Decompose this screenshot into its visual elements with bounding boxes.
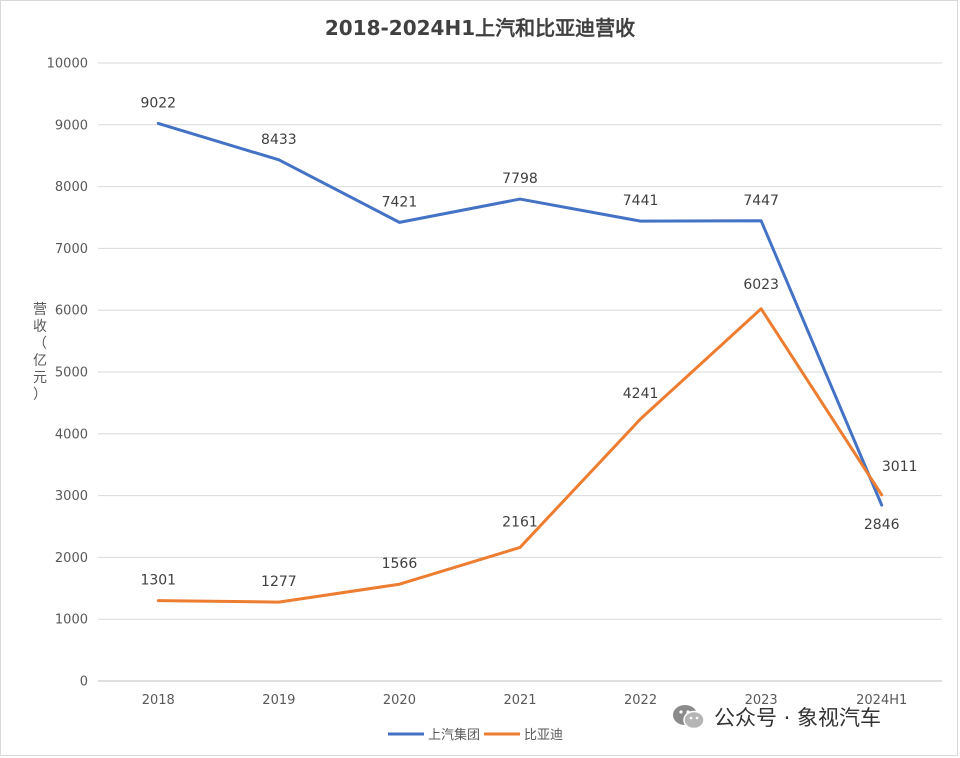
legend: 上汽集团 比亚迪 (388, 727, 563, 743)
watermark: 公众号 · 象视汽车 (672, 702, 881, 732)
x-tick-label: 2018 (142, 693, 175, 708)
data-label: 3011 (882, 459, 918, 475)
y-tick-label: 1000 (55, 613, 88, 628)
data-label: 7798 (502, 171, 538, 187)
data-label: 7421 (382, 194, 418, 210)
legend-label: 上汽集团 (428, 727, 480, 743)
data-label: 4241 (623, 386, 659, 402)
y-tick-label: 3000 (55, 489, 88, 504)
x-tick-label: 2021 (503, 693, 536, 708)
y-axis-label: 营收（亿元） (33, 302, 47, 403)
data-label: 9022 (140, 95, 176, 111)
series-line (156, 307, 884, 604)
y-axis-label-char: 亿 (33, 353, 47, 369)
x-tick-label: 2023 (745, 693, 778, 708)
series-line (156, 121, 884, 507)
data-label: 1301 (140, 573, 176, 589)
data-label: 1566 (382, 556, 418, 572)
data-label: 7441 (623, 193, 659, 209)
data-label: 2846 (864, 517, 900, 533)
data-label: 6023 (743, 277, 779, 293)
chart-title: 2018-2024H1上汽和比亚迪营收 (324, 16, 636, 40)
y-tick-label: 0 (80, 675, 88, 690)
x-tick-label: 2020 (383, 693, 416, 708)
y-tick-label: 8000 (55, 180, 88, 195)
y-axis-label-char: 营 (33, 302, 47, 318)
x-tick-label: 2022 (624, 693, 657, 708)
x-tick-label: 2024H1 (856, 693, 907, 708)
wechat-icon (673, 705, 705, 730)
y-axis-label-char: （ (33, 336, 47, 352)
data-label: 7447 (743, 193, 779, 209)
x-axis-ticks: 2018 2019 2020 2021 2022 2023 2024H1 (142, 693, 908, 708)
y-axis-label-char: 收 (33, 319, 47, 335)
data-label: 1277 (261, 574, 297, 590)
data-label: 2161 (502, 514, 538, 530)
x-tick-label: 2019 (262, 693, 295, 708)
data-label: 8433 (261, 132, 297, 148)
data-labels: 9022 8433 7421 7798 7441 7447 2846 1301 1277 1566… (140, 95, 917, 590)
y-tick-label: 5000 (55, 366, 88, 381)
y-axis-label-char: ） (33, 387, 47, 403)
gridlines (98, 62, 942, 682)
y-tick-label: 2000 (55, 551, 88, 566)
y-tick-label: 9000 (55, 118, 88, 133)
y-axis-ticks: 0 1000 2000 3000 4000 5000 6000 7000 8000 9000 100… (47, 57, 88, 690)
y-tick-label: 6000 (55, 304, 88, 319)
y-tick-label: 7000 (55, 242, 88, 257)
series-lines (156, 121, 884, 604)
watermark-text: 公众号 · 象视汽车 (714, 706, 882, 730)
legend-label: 比亚迪 (524, 728, 563, 743)
y-tick-label: 10000 (47, 57, 88, 72)
y-axis-label-char: 元 (33, 370, 47, 386)
y-tick-label: 4000 (55, 427, 88, 442)
